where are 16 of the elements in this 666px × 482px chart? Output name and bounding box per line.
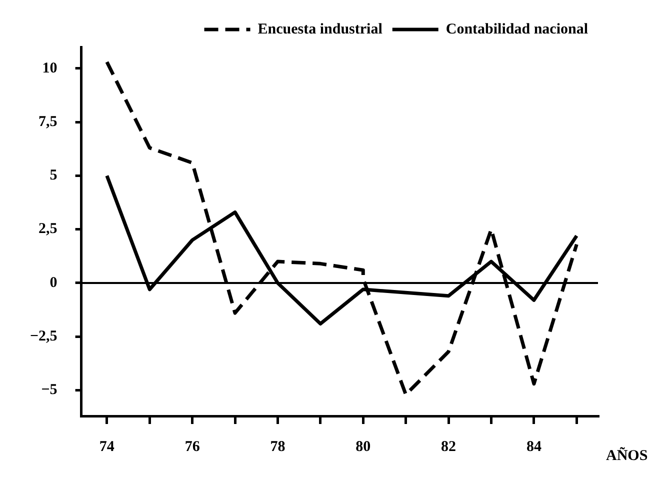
- x-tick-label: 84: [526, 438, 542, 455]
- y-tick-label: −2,5: [30, 328, 58, 344]
- x-tick-label: 80: [356, 438, 371, 455]
- x-tick-label: 74: [99, 438, 115, 455]
- x-axis-title: AÑOS: [606, 446, 648, 464]
- legend-label: Encuesta industrial: [258, 21, 382, 38]
- y-tick-label: 0: [50, 274, 58, 291]
- y-tick-label: 10: [42, 60, 58, 76]
- legend-label: Contabilidad nacional: [446, 21, 588, 38]
- y-tick-label: 2,5: [38, 221, 58, 238]
- x-tick-label: 76: [184, 438, 200, 455]
- y-tick-label: −5: [41, 382, 58, 398]
- y-tick-label: 5: [50, 168, 58, 184]
- x-tick-label: 82: [441, 438, 456, 455]
- x-tick-label: 78: [270, 438, 286, 455]
- y-tick-label: 7,5: [38, 114, 58, 130]
